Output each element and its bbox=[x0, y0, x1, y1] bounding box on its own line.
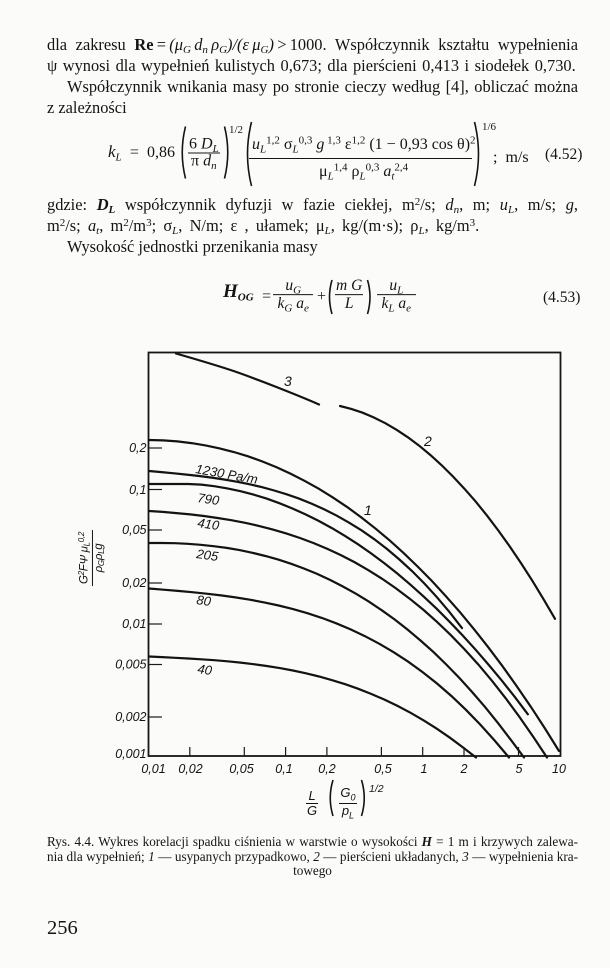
svg-text:0,005: 0,005 bbox=[115, 658, 146, 672]
svg-text:10: 10 bbox=[552, 762, 566, 776]
svg-text:2: 2 bbox=[460, 762, 468, 776]
svg-text:0,002: 0,002 bbox=[115, 710, 146, 724]
svg-text:0,2: 0,2 bbox=[129, 441, 146, 455]
svg-text:5: 5 bbox=[516, 762, 523, 776]
svg-text:0,5: 0,5 bbox=[374, 762, 391, 776]
svg-text:0,1: 0,1 bbox=[129, 483, 146, 497]
svg-text:3: 3 bbox=[284, 373, 292, 389]
svg-text:1: 1 bbox=[364, 502, 372, 518]
svg-text:790: 790 bbox=[197, 490, 221, 508]
svg-text:0,01: 0,01 bbox=[122, 617, 146, 631]
svg-text:0,02: 0,02 bbox=[122, 576, 146, 590]
svg-text:0,1: 0,1 bbox=[275, 762, 292, 776]
svg-text:0,05: 0,05 bbox=[122, 523, 146, 537]
svg-text:40: 40 bbox=[197, 661, 214, 678]
svg-text:0,02: 0,02 bbox=[178, 762, 202, 776]
svg-text:2: 2 bbox=[423, 433, 432, 449]
svg-text:0,05: 0,05 bbox=[229, 762, 253, 776]
svg-text:1: 1 bbox=[421, 762, 428, 776]
svg-text:0,01: 0,01 bbox=[141, 762, 165, 776]
svg-text:0,2: 0,2 bbox=[318, 762, 335, 776]
svg-text:0,001: 0,001 bbox=[115, 747, 146, 761]
svg-text:410: 410 bbox=[197, 515, 221, 533]
svg-text:1230 Pa/m: 1230 Pa/m bbox=[194, 461, 259, 487]
svg-text:80: 80 bbox=[196, 592, 213, 609]
svg-text:205: 205 bbox=[195, 546, 220, 564]
